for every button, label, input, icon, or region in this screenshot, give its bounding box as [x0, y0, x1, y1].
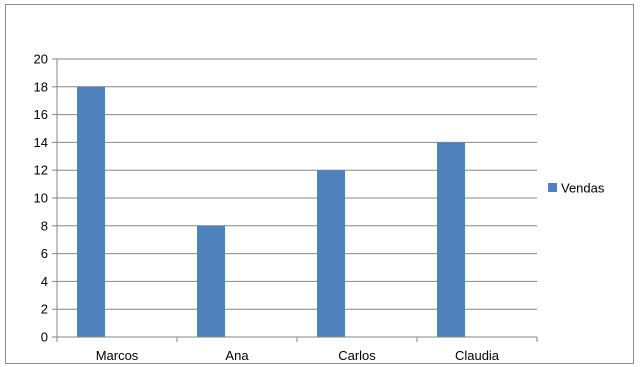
- bar-ana: [197, 225, 225, 337]
- y-tick-label: 12: [34, 163, 48, 178]
- y-tick-label: 14: [34, 135, 48, 150]
- x-category-label: Marcos: [96, 348, 139, 363]
- y-tick-label: 0: [41, 330, 48, 345]
- bar-chart: 0 2 4 6 8 10 12 14 16 18 20 Marcos Ana Carlos Claudia V…: [34, 52, 605, 364]
- legend-swatch: [548, 183, 557, 192]
- x-category-label: Carlos: [338, 348, 376, 363]
- y-tick-label: 4: [41, 274, 48, 289]
- y-tick-label: 6: [41, 246, 48, 261]
- x-category-label: Claudia: [455, 348, 500, 363]
- y-tick-label: 8: [41, 218, 48, 233]
- y-tick-label: 2: [41, 302, 48, 317]
- y-tick-label: 10: [34, 191, 48, 206]
- legend-label: Vendas: [561, 181, 605, 196]
- y-tick-label: 16: [34, 107, 48, 122]
- x-category-label: Ana: [225, 348, 249, 363]
- bar-marcos: [77, 86, 105, 337]
- y-tick-label: 18: [34, 79, 48, 94]
- chart-frame: 0 2 4 6 8 10 12 14 16 18 20 Marcos Ana Carlos Claudia V…: [5, 4, 634, 364]
- bar-claudia: [437, 142, 465, 337]
- bar-carlos: [317, 170, 345, 337]
- y-tick-label: 20: [34, 52, 48, 67]
